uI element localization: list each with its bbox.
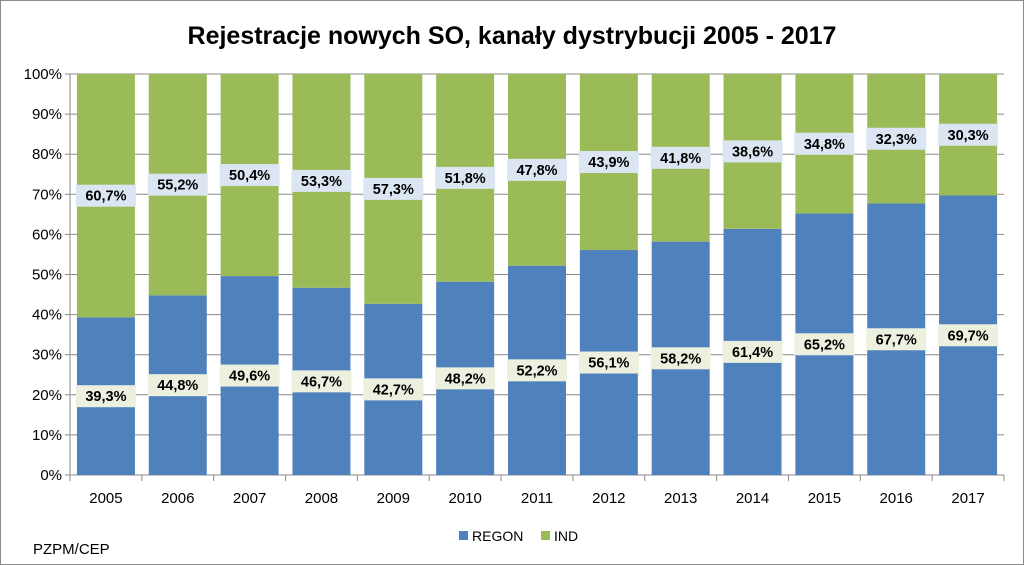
legend-swatch-regon [459, 531, 468, 540]
x-tick-label: 2016 [880, 490, 913, 507]
data-label-regon-2010: 48,2% [445, 371, 486, 387]
data-label-ind-2006: 55,2% [157, 178, 198, 194]
data-label-bg [507, 359, 567, 382]
legend-label-ind: IND [554, 528, 578, 544]
y-tick-label: 70% [32, 186, 62, 203]
legend: REGON IND [459, 528, 578, 544]
data-label-bg [435, 367, 496, 390]
data-label-ind-2015: 34,8% [804, 137, 845, 153]
data-label-ind-2005: 60,7% [85, 189, 126, 205]
y-tick-label: 60% [32, 226, 62, 243]
data-label-ind-2010: 51,8% [445, 171, 486, 187]
data-labels: 39,3% 60,7% 44,8% 55,2% 49,6% 50,4% 46,7% 53,3%… [75, 123, 999, 408]
data-label-bg [363, 378, 424, 401]
x-tick-label: 2011 [521, 490, 553, 507]
x-tick-label: 2009 [377, 490, 410, 507]
y-tick-label: 10% [32, 427, 62, 444]
x-tick-label: 2010 [448, 490, 481, 507]
y-tick-label: 40% [32, 307, 62, 324]
x-tick-label: 2014 [736, 490, 769, 507]
data-label-ind-2017: 30,3% [948, 128, 989, 144]
data-label-bg [147, 173, 208, 196]
chart-title: Rejestracje nowych SO, kanały dystrybucj… [188, 22, 837, 50]
data-label-bg [291, 169, 352, 192]
x-tick-label: 2017 [951, 490, 984, 507]
data-label-bg [578, 151, 639, 174]
data-label-bg [147, 374, 208, 397]
data-label-regon-2009: 42,7% [373, 382, 414, 398]
x-tick-label: 2013 [664, 490, 697, 507]
data-label-bg [650, 146, 711, 169]
data-label-bg [866, 328, 927, 351]
data-label-bg [650, 347, 711, 370]
data-label-bg [794, 132, 855, 155]
data-label-regon-2006: 44,8% [157, 378, 198, 394]
x-tick-label: 2006 [161, 490, 194, 507]
legend-swatch-ind [541, 531, 550, 540]
y-tick-label: 50% [32, 267, 62, 284]
data-label-bg [291, 370, 352, 393]
y-tick-label: 90% [32, 106, 62, 123]
data-label-regon-2011: 52,2% [516, 363, 557, 379]
y-tick-label: 0% [40, 467, 62, 484]
y-tick-label: 100% [24, 66, 62, 83]
data-label-bg [722, 140, 783, 163]
data-label-bg [75, 385, 136, 408]
data-label-ind-2016: 32,3% [876, 132, 917, 148]
data-label-bg [435, 166, 496, 189]
data-label-bg [578, 351, 639, 374]
data-label-regon-2005: 39,3% [85, 389, 126, 405]
data-label-ind-2011: 47,8% [516, 163, 557, 179]
data-label-bg [938, 324, 999, 347]
y-tick-label: 30% [32, 347, 62, 364]
y-tick-label: 20% [32, 387, 62, 404]
data-label-bg [938, 123, 999, 146]
data-label-regon-2017: 69,7% [948, 328, 989, 344]
data-label-ind-2008: 53,3% [301, 174, 342, 190]
x-tick-label: 2012 [592, 490, 625, 507]
data-label-regon-2016: 67,7% [876, 332, 917, 348]
data-label-regon-2007: 49,6% [229, 369, 270, 385]
data-label-ind-2009: 57,3% [373, 182, 414, 198]
data-label-bg [722, 340, 783, 363]
data-label-ind-2007: 50,4% [229, 168, 270, 184]
data-label-regon-2012: 56,1% [588, 356, 629, 372]
data-label-bg [794, 333, 855, 356]
data-label-ind-2014: 38,6% [732, 144, 773, 160]
x-tick-label: 2005 [89, 490, 122, 507]
data-label-bg [866, 127, 927, 150]
data-label-ind-2012: 43,9% [588, 155, 629, 171]
data-label-regon-2015: 65,2% [804, 337, 845, 353]
data-label-bg [507, 158, 567, 181]
data-label-bg [219, 164, 280, 187]
data-label-regon-2014: 61,4% [732, 345, 773, 361]
data-label-bg [75, 184, 136, 207]
x-tick-label: 2007 [233, 490, 266, 507]
x-tick-label: 2008 [305, 490, 338, 507]
data-label-regon-2013: 58,2% [660, 351, 701, 367]
data-label-regon-2008: 46,7% [301, 374, 342, 390]
source-note: PZPM/CEP [33, 541, 110, 558]
data-label-ind-2013: 41,8% [660, 151, 701, 167]
legend-label-regon: REGON [472, 528, 523, 544]
data-label-bg [363, 177, 424, 200]
x-tick-label: 2015 [808, 490, 841, 507]
y-tick-label: 80% [32, 146, 62, 163]
data-label-bg [219, 364, 280, 387]
